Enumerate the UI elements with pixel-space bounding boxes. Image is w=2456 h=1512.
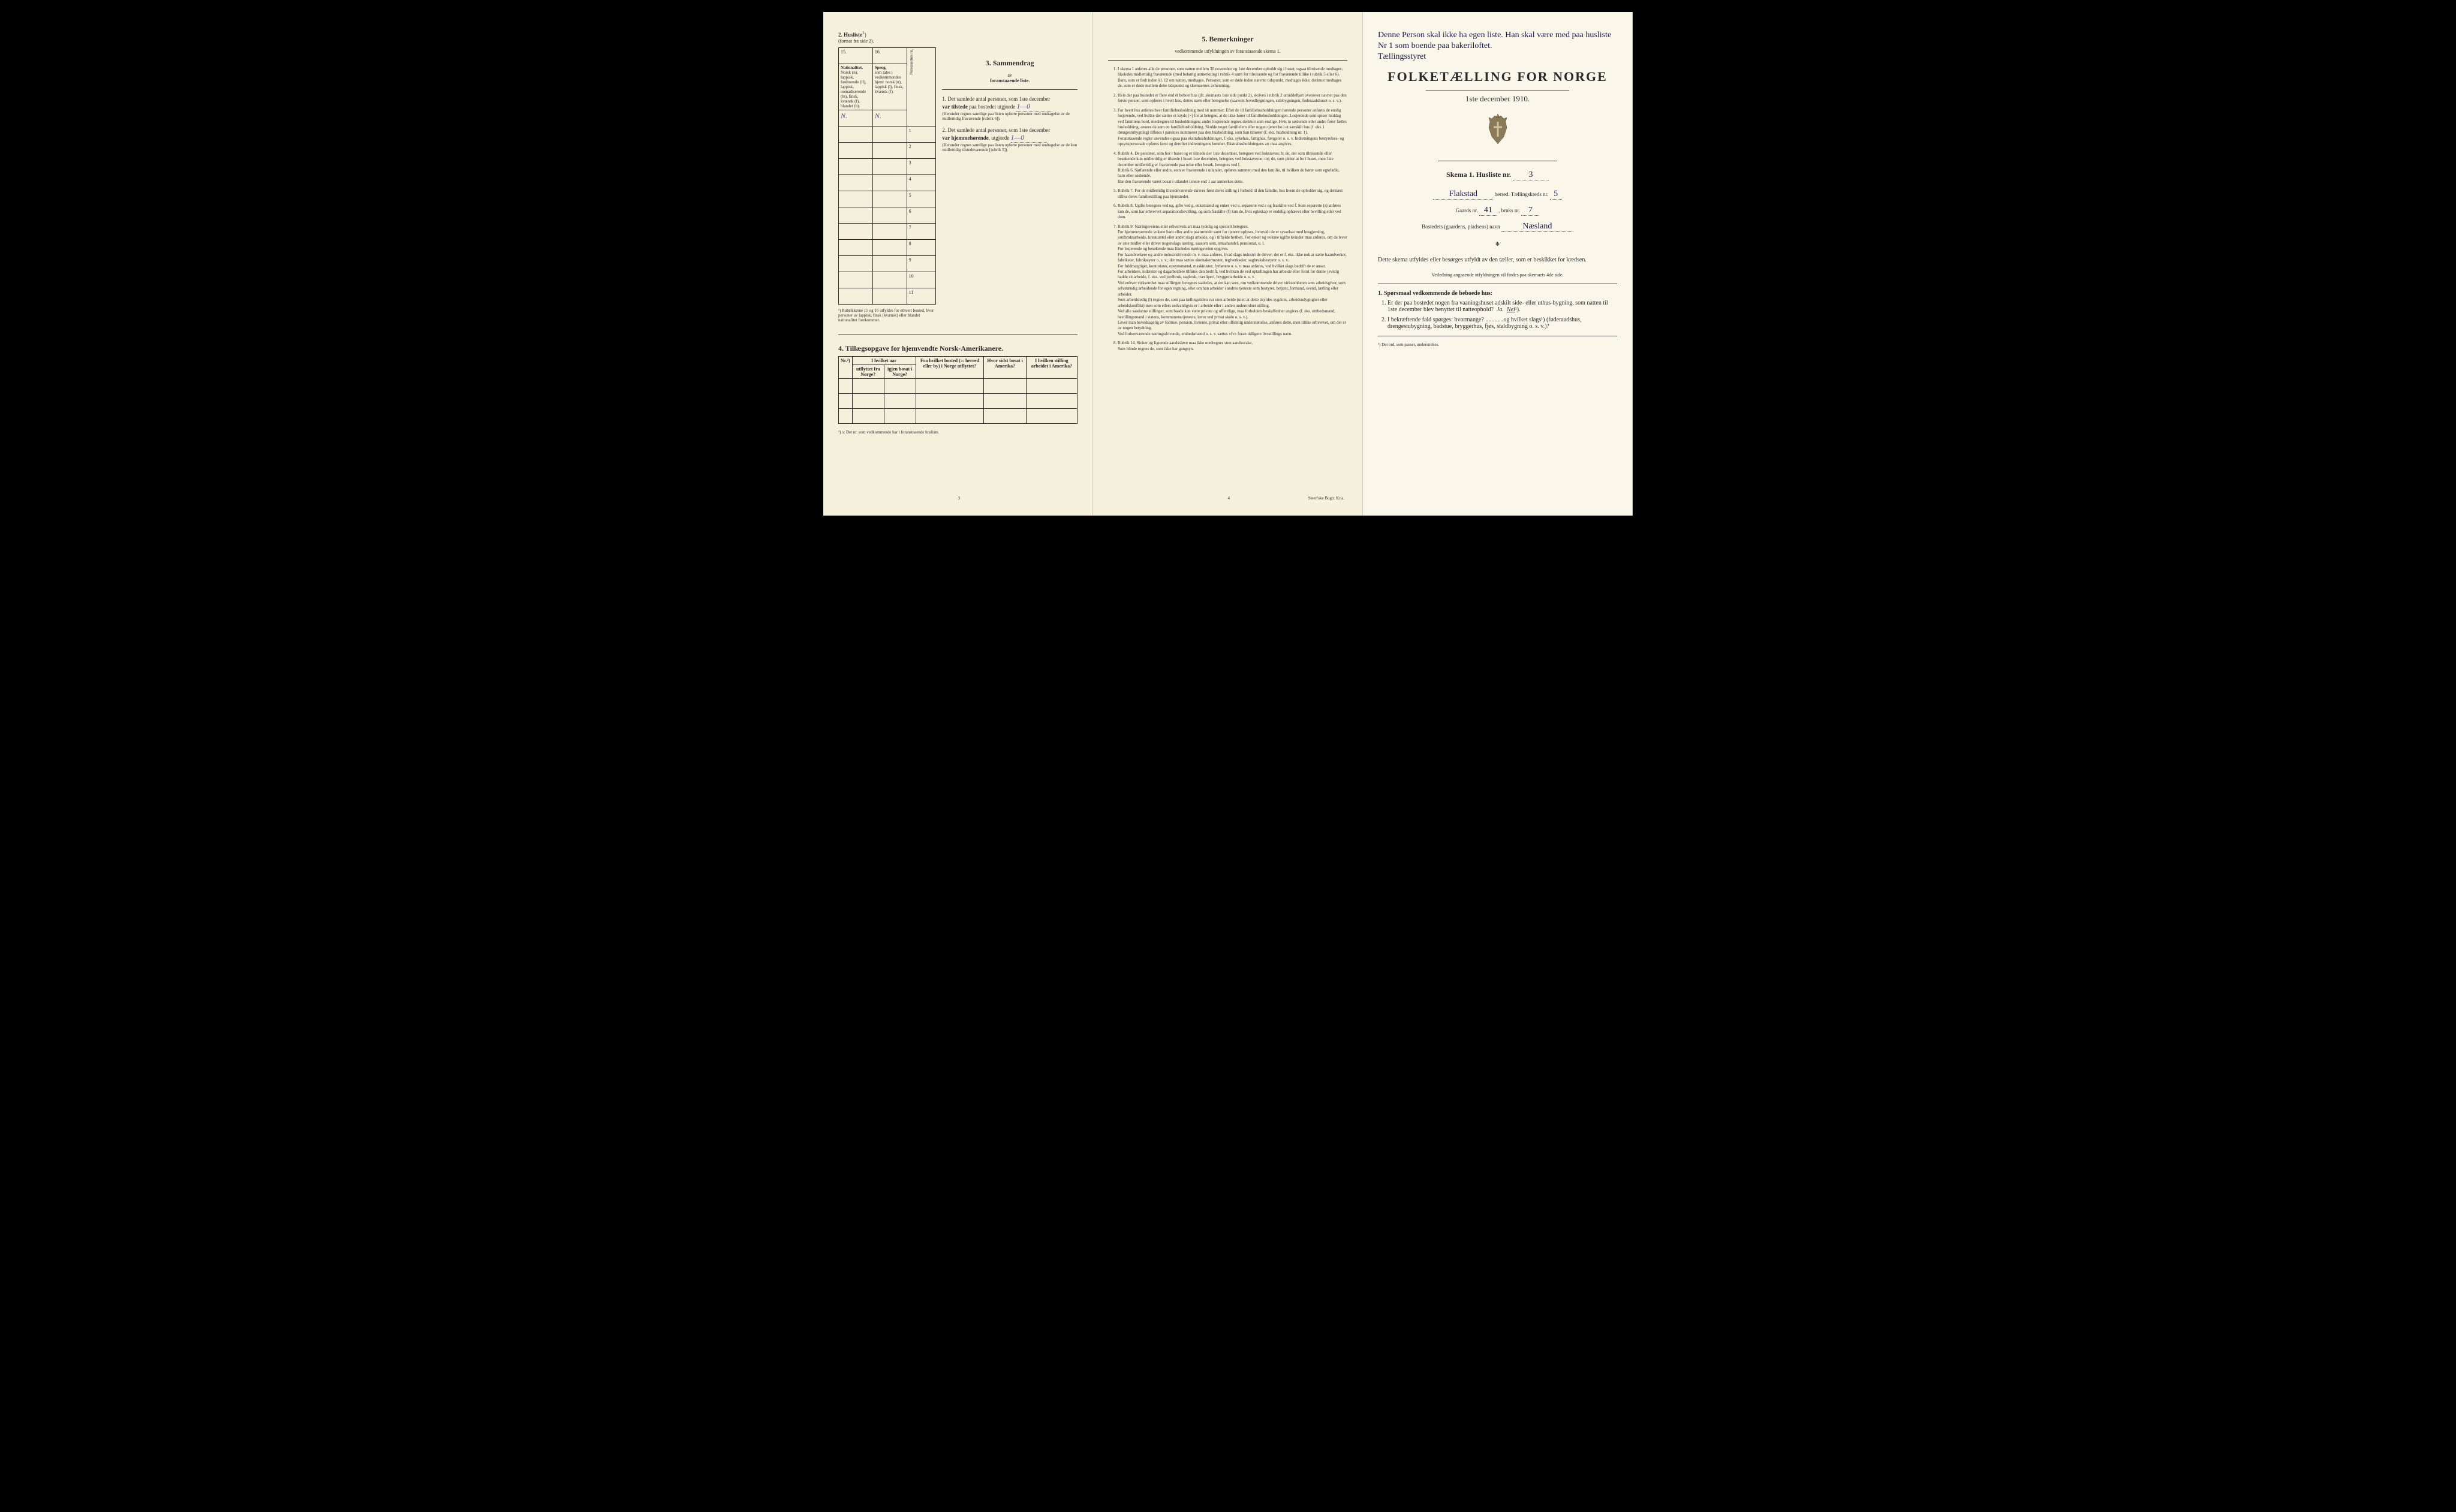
table-row: 9 [839,256,936,272]
list-item: I skema 1 anføres alle de personer, som … [1118,67,1347,89]
table-row [839,394,1077,409]
list-item: Rubrik 14. Sinker og lignende aandssløve… [1118,341,1347,352]
crest-icon [1378,113,1617,152]
bemerkninger-title: 5. Bemerkninger [1108,35,1347,44]
summary-item-2: 2. Det samlede antal personer, som 1ste … [942,127,1077,152]
page-right: Denne Person skal ikke ha egen liste. Ha… [1363,12,1633,516]
table-row: 5 [839,191,936,207]
herred-line: Flakstad herred. Tællingskreds nr. 5 [1378,189,1617,200]
instruction-text: Dette skema utfyldes eller besørges utfy… [1378,257,1617,263]
instruction-sub: Veiledning angaaende utfyldningen vil fi… [1378,272,1617,278]
table-row: 3 [839,159,936,175]
table-row: 2 [839,143,936,159]
list-item: Hvis der paa bostedet er flere end ét be… [1118,93,1347,104]
census-date: 1ste december 1910. [1378,94,1617,104]
skema-line: Skema 1. Husliste nr. 3 [1378,170,1617,180]
bosted-line: Bostedets (gaardens, pladsens) navn Næsl… [1378,222,1617,232]
list-item: Rubrik 4. De personer, som bor i huset o… [1118,151,1347,185]
summary-item-1: 1. Det samlede antal personer, som 1ste … [942,96,1077,121]
husliste-table: 15. 16. Personernes nr. Nationalitet.Nor… [838,47,936,305]
col-person-nr: Personernes nr. [907,48,936,126]
table-row: 4 [839,175,936,191]
table-row: 1 [839,126,936,143]
footnote-2: ²) ɔ: Det nr. som vedkommende har i fora… [838,430,1077,435]
printer-credit: Steen'ske Bogtr. Kr.a. [1308,496,1344,501]
footnote-3: ¹) Det ord, som passer, understrekes. [1378,342,1617,347]
footnote-1: ¹) Rubrikkerne 15 og 16 utfyldes for eth… [838,308,936,323]
husliste-header: 2. Husliste1) (fortsat fra side 2). [838,30,936,44]
question-1: Er der paa bostedet nogen fra vaaningshu… [1387,300,1617,313]
table-row: 11 [839,288,936,305]
sammendrag-title: 3. Sammendrag [942,59,1077,68]
table-row: 7 [839,224,936,240]
table-row [839,409,1077,424]
page-number: 4 [1228,496,1230,501]
table-row: 8 [839,240,936,256]
gaards-line: Gaards nr. 41 , bruks nr. 7 [1378,206,1617,216]
list-item: Rubrik 8. Ugifte betegnes ved ug, gifte … [1118,203,1347,220]
page-middle: 5. Bemerkninger vedkommende utfyldningen… [1093,12,1363,516]
table-row: 6 [839,207,936,224]
list-item: Rubrik 7. For de midlertidig tilstedevær… [1118,188,1347,200]
section-4-title: 4. Tillægsopgave for hjemvendte Norsk-Am… [838,344,1077,353]
amerikanere-table: Nr.²) I hvilket aar Fra hvilket bosted (… [838,356,1077,424]
page-number: 3 [958,496,961,501]
table-row: 10 [839,272,936,288]
list-item: For hvert hus anføres hver familiehushol… [1118,108,1347,147]
bemerkninger-list: I skema 1 anføres alle de personer, som … [1108,67,1347,352]
col-16: 16. [872,48,907,64]
question-section: 1. Spørsmaal vedkommende de beboede hus:… [1378,290,1617,330]
table-row [839,379,1077,394]
handwritten-note: Denne Person skal ikke ha egen liste. Ha… [1378,30,1617,63]
col-15: 15. [839,48,873,64]
question-2: I bekræftende fald spørges: hvormange? .… [1387,317,1617,330]
list-item: Rubrik 9. Næringsveiens eller erhvervets… [1118,224,1347,338]
page-left: 2. Husliste1) (fortsat fra side 2). 15. … [823,12,1093,516]
main-title: FOLKETÆLLING FOR NORGE [1378,69,1617,85]
